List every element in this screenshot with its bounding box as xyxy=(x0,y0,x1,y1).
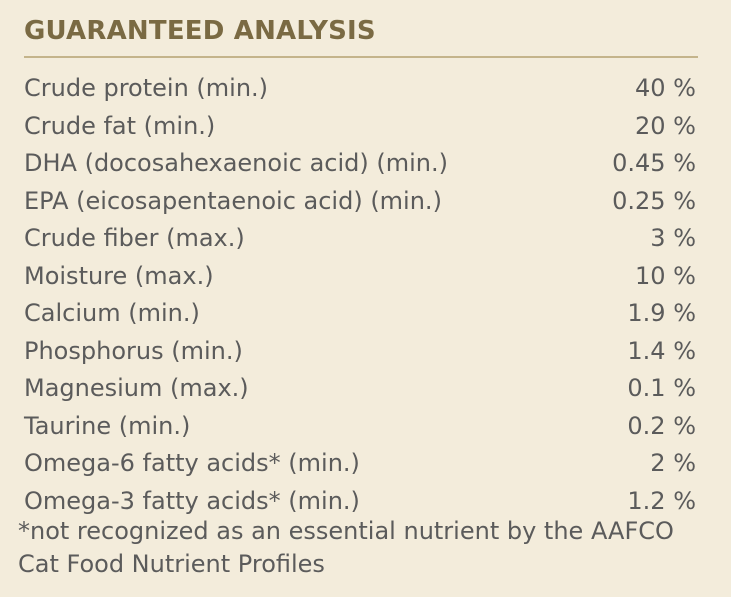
nutrient-label: Crude fiber (max.) xyxy=(24,224,245,252)
analysis-row-crude-fiber: Crude fiber (max.) 3 % xyxy=(24,220,698,258)
nutrient-label: Moisture (max.) xyxy=(24,261,214,290)
nutrient-value: 0.1 % xyxy=(627,374,696,402)
analysis-panel: GUARANTEED ANALYSIS Crude protein (min.)… xyxy=(24,14,698,520)
nutrient-label: Crude protein (min.) xyxy=(24,74,269,102)
nutrient-value: 3 % xyxy=(650,224,696,252)
analysis-row-omega-6: Omega-6 fatty acids* (min.) 2 % xyxy=(24,445,698,483)
title-divider xyxy=(24,56,698,58)
analysis-row-magnesium: Magnesium (max.) 0.1 % xyxy=(24,370,698,408)
nutrient-value: 20 % xyxy=(635,111,696,140)
nutrient-value: 0.2 % xyxy=(627,411,696,440)
analysis-row-calcium: Calcium (min.) 1.9 % xyxy=(24,295,698,333)
analysis-row-crude-fat: Crude fat (min.) 20 % xyxy=(24,108,698,146)
nutrient-label: Omega-3 fatty acids* (min.) xyxy=(24,486,360,515)
nutrient-label: Calcium (min.) xyxy=(24,299,200,327)
nutrient-label: Omega-6 fatty acids* (min.) xyxy=(24,449,360,477)
nutrient-value: 0.45 % xyxy=(612,149,696,177)
analysis-table: Crude protein (min.) 40 % Crude fat (min… xyxy=(24,70,698,520)
nutrient-label: Taurine (min.) xyxy=(24,411,191,440)
nutrient-label: Magnesium (max.) xyxy=(24,374,249,402)
nutrient-value: 10 % xyxy=(635,261,696,290)
section-title: GUARANTEED ANALYSIS xyxy=(24,16,376,46)
nutrient-label: DHA (docosahexaenoic acid) (min.) xyxy=(24,149,448,177)
nutrient-value: 0.25 % xyxy=(612,186,696,215)
analysis-row-phosphorus: Phosphorus (min.) 1.4 % xyxy=(24,333,698,371)
nutrient-value: 1.9 % xyxy=(627,299,696,327)
nutrient-value: 1.4 % xyxy=(627,336,696,365)
analysis-row-taurine: Taurine (min.) 0.2 % xyxy=(24,408,698,446)
analysis-row-omega-3: Omega-3 fatty acids* (min.) 1.2 % xyxy=(24,483,698,521)
nutrient-value: 2 % xyxy=(650,449,696,477)
analysis-row-epa: EPA (eicosapentaenoic acid) (min.) 0.25 … xyxy=(24,183,698,221)
analysis-row-moisture: Moisture (max.) 10 % xyxy=(24,258,698,296)
analysis-row-dha: DHA (docosahexaenoic acid) (min.) 0.45 % xyxy=(24,145,698,183)
nutrient-value: 1.2 % xyxy=(627,486,696,515)
analysis-row-crude-protein: Crude protein (min.) 40 % xyxy=(24,70,698,108)
nutrient-label: EPA (eicosapentaenoic acid) (min.) xyxy=(24,186,442,215)
nutrient-value: 40 % xyxy=(635,74,696,102)
footnote: *not recognized as an essential nutrient… xyxy=(18,517,674,578)
nutrient-label: Phosphorus (min.) xyxy=(24,336,243,365)
nutrient-label: Crude fat (min.) xyxy=(24,111,216,140)
